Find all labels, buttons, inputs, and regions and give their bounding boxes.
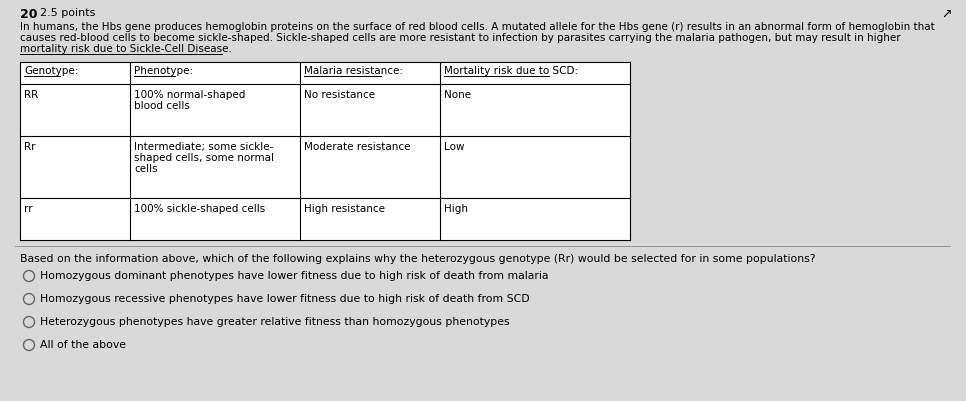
Text: Low: Low [444,142,465,152]
Text: High resistance: High resistance [304,204,385,214]
Text: Malaria resistance:: Malaria resistance: [304,66,403,76]
Text: Phenotype:: Phenotype: [134,66,193,76]
Text: High: High [444,204,468,214]
Text: Genotype:: Genotype: [24,66,78,76]
Text: Rr: Rr [24,142,36,152]
Bar [20,62,630,240]
Text: shaped cells, some normal: shaped cells, some normal [134,153,274,163]
Text: RR: RR [24,90,39,100]
Text: mortality risk due to Sickle-Cell Disease.: mortality risk due to Sickle-Cell Diseas… [20,44,232,54]
Text: No resistance: No resistance [304,90,375,100]
Text: 100% normal-shaped: 100% normal-shaped [134,90,245,100]
Text: Mortality risk due to SCD:: Mortality risk due to SCD: [444,66,578,76]
Text: ↗: ↗ [942,8,952,21]
Text: causes red-blood cells to become sickle-shaped. Sickle-shaped cells are more res: causes red-blood cells to become sickle-… [20,33,900,43]
Text: 20: 20 [20,8,38,21]
Text: Heterozygous phenotypes have greater relative fitness than homozygous phenotypes: Heterozygous phenotypes have greater rel… [40,317,510,327]
Text: Intermediate; some sickle-: Intermediate; some sickle- [134,142,273,152]
Text: 100% sickle-shaped cells: 100% sickle-shaped cells [134,204,266,214]
Text: Moderate resistance: Moderate resistance [304,142,411,152]
Text: blood cells: blood cells [134,101,190,111]
Text: 2.5 points: 2.5 points [40,8,96,18]
Text: All of the above: All of the above [40,340,126,350]
Text: cells: cells [134,164,157,174]
Text: Homozygous dominant phenotypes have lower fitness due to high risk of death from: Homozygous dominant phenotypes have lowe… [40,271,549,281]
Text: Based on the information above, which of the following explains why the heterozy: Based on the information above, which of… [20,254,815,264]
Text: rr: rr [24,204,33,214]
Text: In humans, the Hbs gene produces hemoglobin proteins on the surface of red blood: In humans, the Hbs gene produces hemoglo… [20,22,935,32]
Text: None: None [444,90,471,100]
Text: Homozygous recessive phenotypes have lower fitness due to high risk of death fro: Homozygous recessive phenotypes have low… [40,294,529,304]
